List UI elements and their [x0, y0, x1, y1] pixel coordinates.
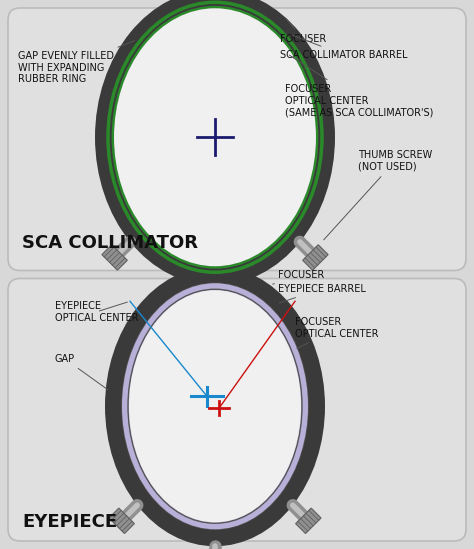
Text: FOCUSER
OPTICAL CENTER: FOCUSER OPTICAL CENTER	[295, 317, 379, 349]
Polygon shape	[102, 245, 128, 270]
Text: EYEPIECE BARREL: EYEPIECE BARREL	[278, 284, 366, 303]
Polygon shape	[303, 245, 328, 270]
FancyBboxPatch shape	[8, 8, 466, 271]
Polygon shape	[296, 508, 321, 534]
Text: GAP EVENLY FILLED
WITH EXPANDING
RUBBER RING: GAP EVENLY FILLED WITH EXPANDING RUBBER …	[18, 41, 135, 84]
FancyBboxPatch shape	[8, 278, 466, 541]
Ellipse shape	[129, 290, 301, 522]
Text: SCA COLLIMATOR: SCA COLLIMATOR	[22, 234, 198, 253]
Polygon shape	[109, 508, 135, 534]
Text: EYEPIECE: EYEPIECE	[22, 513, 117, 531]
Ellipse shape	[122, 283, 308, 529]
Text: THUMB SCREW
(NOT USED): THUMB SCREW (NOT USED)	[324, 150, 432, 240]
Text: EYEPIECE
OPTICAL CENTER: EYEPIECE OPTICAL CENTER	[55, 301, 138, 323]
Ellipse shape	[105, 266, 325, 546]
Text: THUMB SCREWS
ONE CENTER OR TWO
AT 120 DEGREES: THUMB SCREWS ONE CENTER OR TWO AT 120 DE…	[0, 548, 1, 549]
Text: FOCUSER
OPTICAL CENTER
(SAME AS SCA COLLIMATOR'S): FOCUSER OPTICAL CENTER (SAME AS SCA COLL…	[285, 55, 433, 117]
Text: GAP: GAP	[55, 354, 108, 390]
Ellipse shape	[95, 0, 335, 285]
Text: FOCUSER: FOCUSER	[280, 18, 326, 44]
Ellipse shape	[114, 8, 316, 266]
Text: FOCUSER: FOCUSER	[273, 270, 324, 284]
Text: SCA COLLIMATOR BARREL: SCA COLLIMATOR BARREL	[280, 35, 408, 60]
